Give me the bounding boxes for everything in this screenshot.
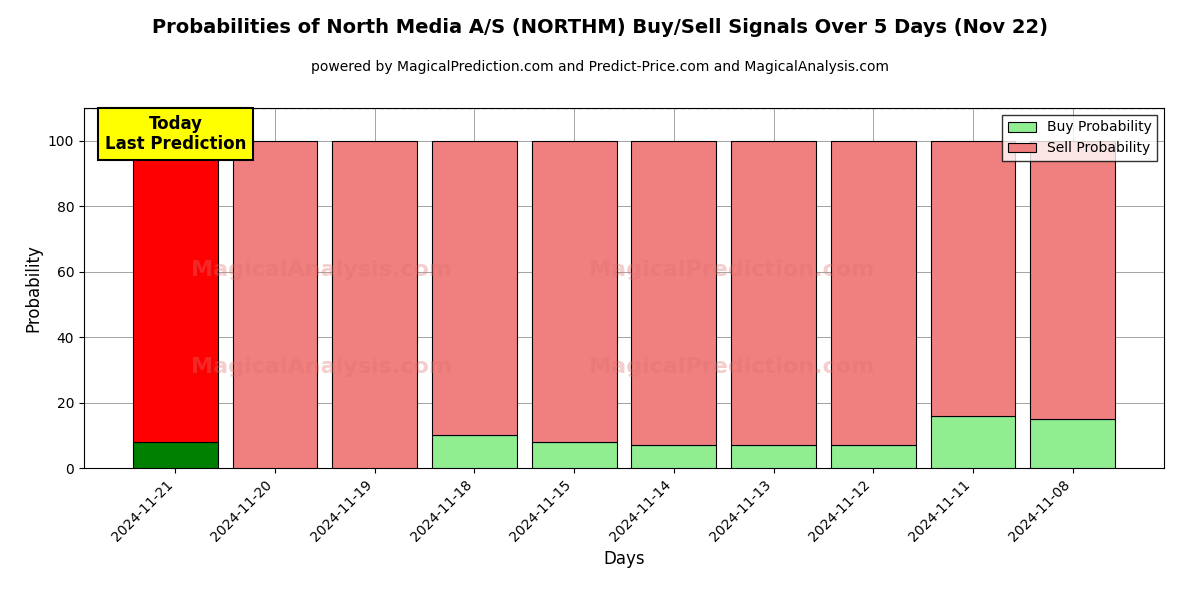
Bar	[133, 442, 218, 468]
Text: MagicalAnalysis.com: MagicalAnalysis.com	[191, 260, 452, 280]
Bar	[432, 141, 517, 435]
X-axis label: Days: Days	[604, 550, 644, 568]
Bar	[930, 416, 1015, 468]
Bar	[731, 141, 816, 445]
Bar	[731, 445, 816, 468]
Y-axis label: Probability: Probability	[24, 244, 42, 332]
Bar	[631, 445, 716, 468]
Bar	[532, 141, 617, 442]
Bar	[830, 445, 916, 468]
Bar	[432, 435, 517, 468]
Bar	[1030, 141, 1115, 419]
Bar	[332, 141, 418, 468]
Text: Probabilities of North Media A/S (NORTHM) Buy/Sell Signals Over 5 Days (Nov 22): Probabilities of North Media A/S (NORTHM…	[152, 18, 1048, 37]
Text: MagicalPrediction.com: MagicalPrediction.com	[589, 260, 875, 280]
Bar	[532, 442, 617, 468]
Legend: Buy Probability, Sell Probability: Buy Probability, Sell Probability	[1002, 115, 1157, 161]
Bar	[830, 141, 916, 445]
Text: MagicalAnalysis.com: MagicalAnalysis.com	[191, 357, 452, 377]
Bar	[233, 141, 318, 468]
Text: powered by MagicalPrediction.com and Predict-Price.com and MagicalAnalysis.com: powered by MagicalPrediction.com and Pre…	[311, 60, 889, 74]
Bar	[631, 141, 716, 445]
Text: MagicalPrediction.com: MagicalPrediction.com	[589, 357, 875, 377]
Bar	[1030, 419, 1115, 468]
Bar	[133, 141, 218, 442]
Text: Today
Last Prediction: Today Last Prediction	[104, 115, 246, 154]
Bar	[930, 141, 1015, 416]
